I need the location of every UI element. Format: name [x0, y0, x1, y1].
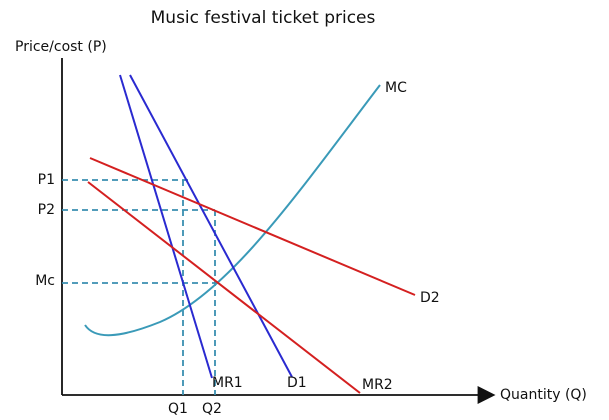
mr1-line	[119, 74, 213, 379]
price-label: Mc	[35, 273, 55, 289]
x-axis-label: Quantity (Q)	[500, 387, 587, 403]
quantity-label: Q1	[168, 401, 188, 417]
price-label: P2	[38, 202, 55, 218]
curve-label: MR2	[362, 377, 393, 393]
p2-guide	[62, 209, 216, 395]
curve-label: MC	[385, 80, 407, 96]
d1-line	[129, 74, 293, 378]
y-axis-label: Price/cost (P)	[15, 39, 107, 55]
mr2-line	[87, 181, 361, 394]
title: Music festival ticket prices	[151, 8, 376, 28]
price-label: P1	[38, 172, 55, 188]
curve-label: MR1	[212, 375, 243, 391]
curve-label: D2	[420, 290, 440, 306]
d2-line	[89, 157, 416, 296]
p1-guide	[62, 179, 188, 395]
mc-curve	[84, 84, 381, 337]
quantity-label: Q2	[202, 401, 222, 417]
curve-label: D1	[287, 375, 307, 391]
